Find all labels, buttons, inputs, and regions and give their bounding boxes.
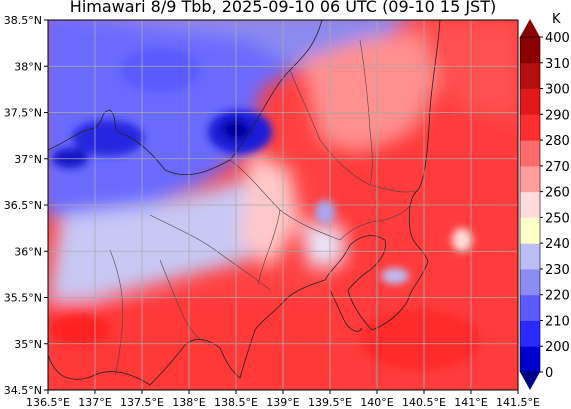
- colorbar-tick-label: 220: [545, 289, 570, 304]
- colorbar-segment: [520, 62, 540, 90]
- y-tick-label: 37.5°N: [4, 107, 42, 120]
- colorbar-tick-label: 210: [545, 314, 570, 329]
- y-tick-label: 36°N: [14, 245, 42, 258]
- colorbar-segment: [520, 88, 540, 115]
- prefecture-borders: [109, 39, 419, 376]
- colorbar-tick-label: 240: [545, 237, 570, 252]
- colorbar-tick-label: 270: [545, 160, 570, 175]
- colorbar-tick-label: 200: [545, 340, 570, 355]
- colorbar-tick-label: 310: [545, 57, 570, 72]
- map-title: Himawari 8/9 Tbb, 2025-09-10 06 UTC (09-…: [69, 0, 497, 16]
- colorbar-tick-label: 250: [545, 211, 570, 226]
- colorbar-segment: [520, 217, 540, 244]
- colorbar-extend-max: [520, 19, 540, 37]
- colorbar-segment: [520, 346, 540, 373]
- colorbar-tick-label: 0: [545, 366, 553, 381]
- colorbar-segment: [520, 268, 540, 296]
- colorbar-segment: [520, 140, 540, 167]
- colorbar-tick-label: 280: [545, 134, 570, 149]
- x-tick-label: 141°E: [454, 396, 487, 409]
- longitude-axis: 136.5°E 137°E 137.5°E 138°E 138.5°E 139°E 139.…: [26, 390, 540, 409]
- colorbar-segment: [520, 191, 540, 218]
- y-tick-label: 38.5°N: [4, 14, 42, 27]
- colorbar-segment: [520, 114, 540, 141]
- colorbar-segment: [520, 37, 540, 64]
- x-tick-label: 138°E: [172, 396, 205, 409]
- colorbar: 0 200 210 220 230 240 250 260 270 280 290 300 310 400: [519, 19, 570, 390]
- colorbar-tick-label: 230: [545, 263, 570, 278]
- colorbar-segment: [520, 165, 540, 193]
- colorbar-tick-label: 300: [545, 83, 570, 98]
- x-tick-label: 140.5°E: [402, 396, 446, 409]
- colorbar-tick-label: 260: [545, 186, 570, 201]
- y-tick-label: 36.5°N: [4, 199, 42, 212]
- x-tick-label: 137.5°E: [120, 396, 164, 409]
- tbb-field: [48, 20, 518, 390]
- colorbar-unit: K: [552, 12, 561, 27]
- colorbar-tick-label: 400: [545, 31, 570, 46]
- x-tick-label: 137°E: [78, 396, 111, 409]
- x-tick-label: 141.5°E: [496, 396, 540, 409]
- y-tick-label: 34.5°N: [4, 384, 42, 397]
- y-tick-label: 35.5°N: [4, 292, 42, 305]
- y-tick-label: 37°N: [14, 153, 42, 166]
- latitude-axis: 38.5°N 38°N 37.5°N 37°N 36.5°N 36°N 35.5°N 35°N…: [4, 14, 48, 397]
- colorbar-frame: [519, 36, 541, 373]
- x-tick-label: 139.5°E: [308, 396, 352, 409]
- x-tick-label: 138.5°E: [214, 396, 258, 409]
- colorbar-segment: [520, 320, 540, 347]
- x-tick-label: 139°E: [266, 396, 299, 409]
- graticule: [48, 20, 518, 390]
- x-tick-label: 136.5°E: [26, 396, 70, 409]
- colorbar-extend-min: [520, 372, 540, 390]
- colorbar-segment: [520, 243, 540, 270]
- colorbar-segment: [520, 294, 540, 321]
- y-tick-label: 35°N: [14, 338, 42, 351]
- y-tick-label: 38°N: [14, 60, 42, 73]
- colorbar-tick-label: 290: [545, 108, 570, 123]
- x-tick-label: 140°E: [360, 396, 393, 409]
